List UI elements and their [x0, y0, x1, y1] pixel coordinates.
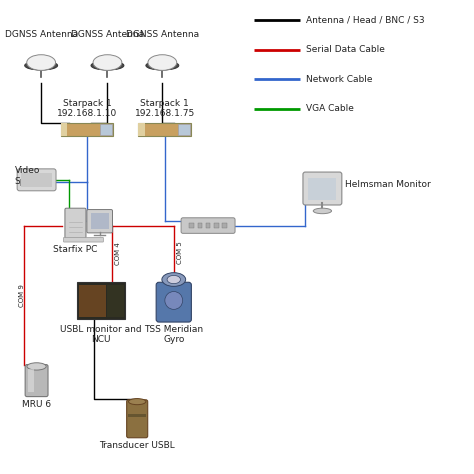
Ellipse shape — [91, 61, 124, 70]
Ellipse shape — [148, 55, 177, 70]
Text: COM 9: COM 9 — [19, 284, 25, 307]
Ellipse shape — [128, 399, 146, 405]
Ellipse shape — [146, 61, 179, 70]
Text: MRU 6: MRU 6 — [22, 400, 51, 409]
Text: DGNSS Antenna: DGNSS Antenna — [5, 30, 78, 39]
Ellipse shape — [93, 55, 122, 70]
FancyBboxPatch shape — [309, 178, 337, 200]
Text: Starpack 1
192.168.1.10: Starpack 1 192.168.1.10 — [57, 99, 117, 118]
FancyBboxPatch shape — [100, 124, 112, 135]
FancyBboxPatch shape — [198, 223, 202, 228]
FancyBboxPatch shape — [222, 223, 227, 228]
FancyBboxPatch shape — [91, 213, 109, 229]
FancyBboxPatch shape — [178, 124, 190, 135]
Text: Video
Spliter: Video Spliter — [15, 166, 45, 186]
FancyBboxPatch shape — [303, 172, 342, 205]
Ellipse shape — [27, 55, 55, 70]
FancyBboxPatch shape — [65, 208, 86, 238]
Text: TSS Meridian
Gyro: TSS Meridian Gyro — [144, 325, 203, 344]
FancyBboxPatch shape — [28, 369, 34, 392]
FancyBboxPatch shape — [61, 123, 67, 136]
FancyBboxPatch shape — [128, 414, 146, 417]
FancyBboxPatch shape — [206, 223, 210, 228]
Ellipse shape — [27, 363, 46, 370]
Text: Transducer USBL: Transducer USBL — [100, 441, 175, 450]
Text: COM 5: COM 5 — [176, 242, 182, 264]
Text: Starfix PC: Starfix PC — [53, 245, 97, 254]
Text: VGA Cable: VGA Cable — [306, 104, 354, 113]
Text: Serial Data Cable: Serial Data Cable — [306, 45, 385, 54]
Ellipse shape — [165, 292, 182, 310]
FancyBboxPatch shape — [25, 365, 48, 397]
Text: DGNSS Antenna: DGNSS Antenna — [71, 30, 144, 39]
Text: USBL monitor and
NCU: USBL monitor and NCU — [60, 325, 141, 344]
Ellipse shape — [162, 273, 186, 286]
FancyBboxPatch shape — [79, 284, 106, 317]
FancyBboxPatch shape — [189, 223, 194, 228]
FancyBboxPatch shape — [107, 284, 124, 317]
Text: Helmsman Monitor: Helmsman Monitor — [345, 180, 431, 189]
FancyBboxPatch shape — [64, 237, 103, 242]
FancyBboxPatch shape — [156, 283, 191, 322]
FancyBboxPatch shape — [138, 123, 191, 136]
Text: Antenna / Head / BNC / S3: Antenna / Head / BNC / S3 — [306, 15, 425, 24]
Ellipse shape — [25, 61, 58, 70]
Ellipse shape — [313, 208, 331, 214]
FancyBboxPatch shape — [17, 169, 56, 191]
Text: Network Cable: Network Cable — [306, 75, 373, 84]
FancyBboxPatch shape — [181, 218, 235, 233]
FancyBboxPatch shape — [87, 210, 112, 233]
FancyBboxPatch shape — [127, 400, 148, 438]
FancyBboxPatch shape — [77, 282, 125, 319]
FancyBboxPatch shape — [214, 223, 219, 228]
FancyBboxPatch shape — [21, 173, 52, 187]
FancyBboxPatch shape — [61, 123, 113, 136]
Text: DGNSS Antenna: DGNSS Antenna — [126, 30, 199, 39]
Text: Starpack 1
192.168.1.75: Starpack 1 192.168.1.75 — [135, 99, 195, 118]
Text: COM 4: COM 4 — [115, 242, 121, 265]
Ellipse shape — [167, 275, 181, 283]
FancyBboxPatch shape — [138, 123, 145, 136]
